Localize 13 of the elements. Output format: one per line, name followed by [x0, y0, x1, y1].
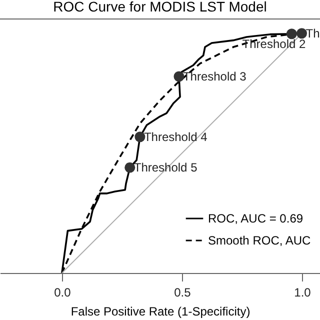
x-tick-label: 0.0: [54, 286, 72, 300]
legend-label: Smooth ROC, AUC: [208, 234, 312, 248]
x-tick-label: 1.0: [294, 286, 312, 300]
annotation: Threshold 2: [242, 36, 306, 51]
legend-label: ROC, AUC = 0.69: [208, 212, 304, 226]
annotation: Th: [306, 26, 320, 40]
annotation: Threshold 5: [134, 160, 198, 175]
x-axis-title: False Positive Rate (1-Specificity): [70, 304, 250, 318]
point: [286, 28, 297, 40]
x-tick-label: 0.5: [174, 286, 192, 300]
annotation: Threshold 4: [144, 130, 208, 144]
point: [296, 28, 307, 39]
chart-title: ROC Curve for MODIS LST Model: [53, 0, 267, 14]
